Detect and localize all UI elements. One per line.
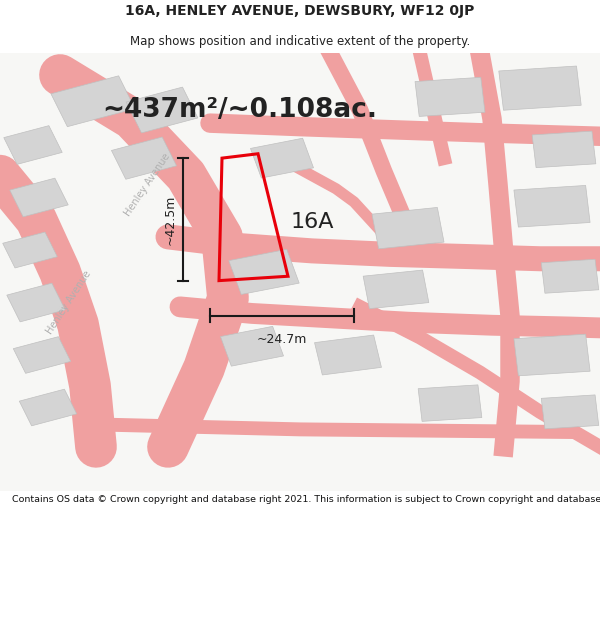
Polygon shape [112, 137, 176, 179]
Text: Contains OS data © Crown copyright and database right 2021. This information is : Contains OS data © Crown copyright and d… [12, 494, 600, 504]
Polygon shape [314, 335, 382, 375]
Polygon shape [372, 208, 444, 249]
Text: ~437m²/~0.108ac.: ~437m²/~0.108ac. [103, 97, 377, 123]
Polygon shape [7, 283, 65, 322]
Polygon shape [13, 337, 71, 373]
Polygon shape [4, 126, 62, 164]
Polygon shape [229, 249, 299, 294]
Polygon shape [415, 78, 485, 116]
Text: Map shows position and indicative extent of the property.: Map shows position and indicative extent… [130, 35, 470, 48]
Text: 16A, HENLEY AVENUE, DEWSBURY, WF12 0JP: 16A, HENLEY AVENUE, DEWSBURY, WF12 0JP [125, 4, 475, 18]
Polygon shape [514, 334, 590, 376]
Polygon shape [541, 259, 599, 293]
Polygon shape [514, 186, 590, 227]
Polygon shape [51, 76, 135, 127]
Text: Henley Avenue: Henley Avenue [45, 269, 93, 336]
Polygon shape [532, 131, 596, 168]
Text: 16A: 16A [290, 211, 334, 231]
Polygon shape [19, 389, 77, 426]
Polygon shape [3, 232, 57, 268]
Polygon shape [541, 395, 599, 429]
Polygon shape [220, 326, 284, 366]
Text: Henley Avenue: Henley Avenue [122, 151, 172, 218]
Polygon shape [126, 87, 198, 133]
Polygon shape [363, 270, 429, 309]
Polygon shape [499, 66, 581, 110]
Text: ~24.7m: ~24.7m [257, 333, 307, 346]
Text: ~42.5m: ~42.5m [163, 194, 176, 244]
Polygon shape [10, 178, 68, 217]
Polygon shape [418, 385, 482, 421]
Polygon shape [250, 138, 314, 178]
